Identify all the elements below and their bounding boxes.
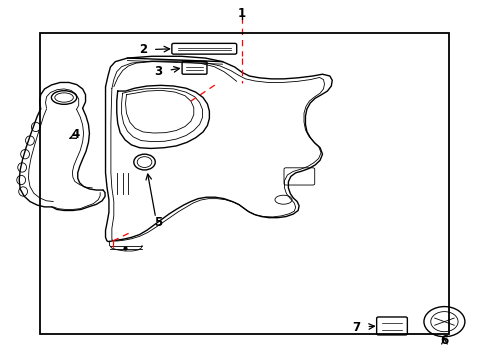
Text: 6: 6 — [439, 334, 447, 347]
Bar — [40, 33, 448, 334]
Text: 2: 2 — [139, 43, 147, 56]
Text: 5: 5 — [153, 216, 162, 229]
Text: 1: 1 — [238, 8, 245, 21]
Text: 4: 4 — [72, 127, 80, 141]
Text: 3: 3 — [154, 65, 162, 78]
Text: 7: 7 — [352, 320, 360, 333]
